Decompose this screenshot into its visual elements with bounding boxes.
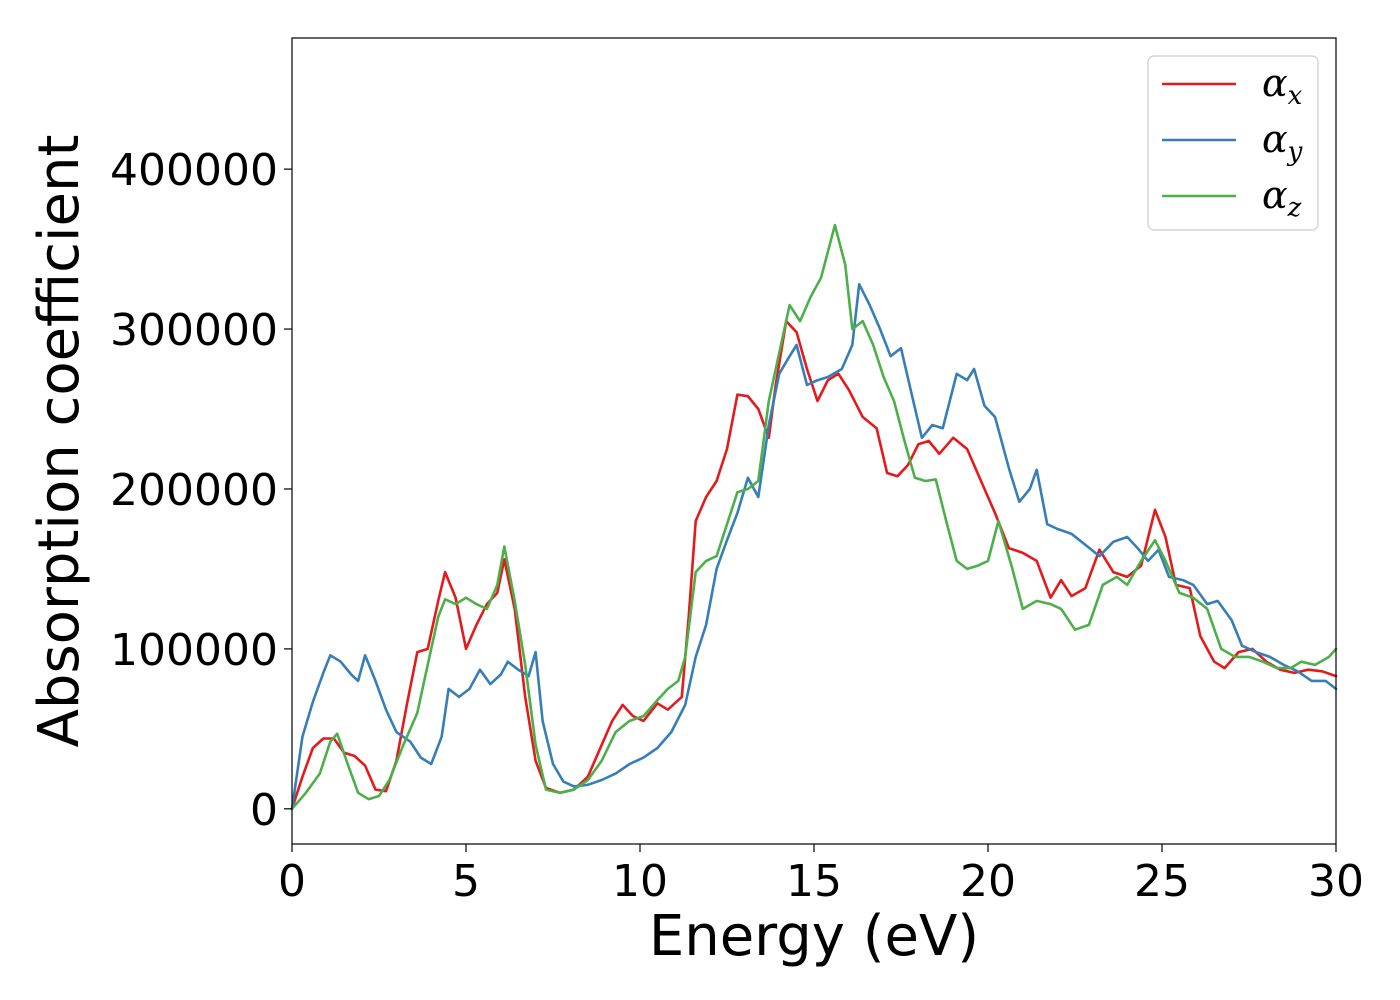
x-axis-title: Energy (eV)	[649, 904, 979, 969]
y-tick-label: 200000	[110, 465, 278, 516]
legend-label-alpha-x: αx	[1262, 61, 1303, 111]
series-line-alpha-y	[290, 283, 1338, 811]
y-tick-label: 400000	[110, 145, 278, 196]
x-tick-label: 10	[612, 856, 668, 907]
x-tick-label: 5	[452, 856, 480, 907]
series-layer	[290, 223, 1338, 811]
y-axis: 0 100000 200000 300000 400000	[110, 145, 292, 836]
x-tick-label: 15	[786, 856, 842, 907]
y-tick-label: 300000	[110, 305, 278, 356]
legend-label-alpha-z: αz	[1262, 173, 1302, 223]
y-axis-title: Absorption coefficient	[27, 135, 92, 748]
y-tick-label: 0	[250, 785, 278, 836]
series-line-alpha-z	[290, 223, 1338, 811]
legend-box	[1147, 55, 1319, 231]
y-tick-label: 100000	[110, 625, 278, 676]
legend: αx αy αz	[1147, 55, 1319, 231]
x-tick-label: 30	[1308, 856, 1364, 907]
x-axis: 0 5 10 15 20 25 30	[278, 844, 1364, 907]
x-tick-label: 20	[960, 856, 1016, 907]
x-tick-label: 25	[1134, 856, 1190, 907]
legend-label-alpha-y: αy	[1262, 117, 1303, 167]
x-tick-label: 0	[278, 856, 306, 907]
